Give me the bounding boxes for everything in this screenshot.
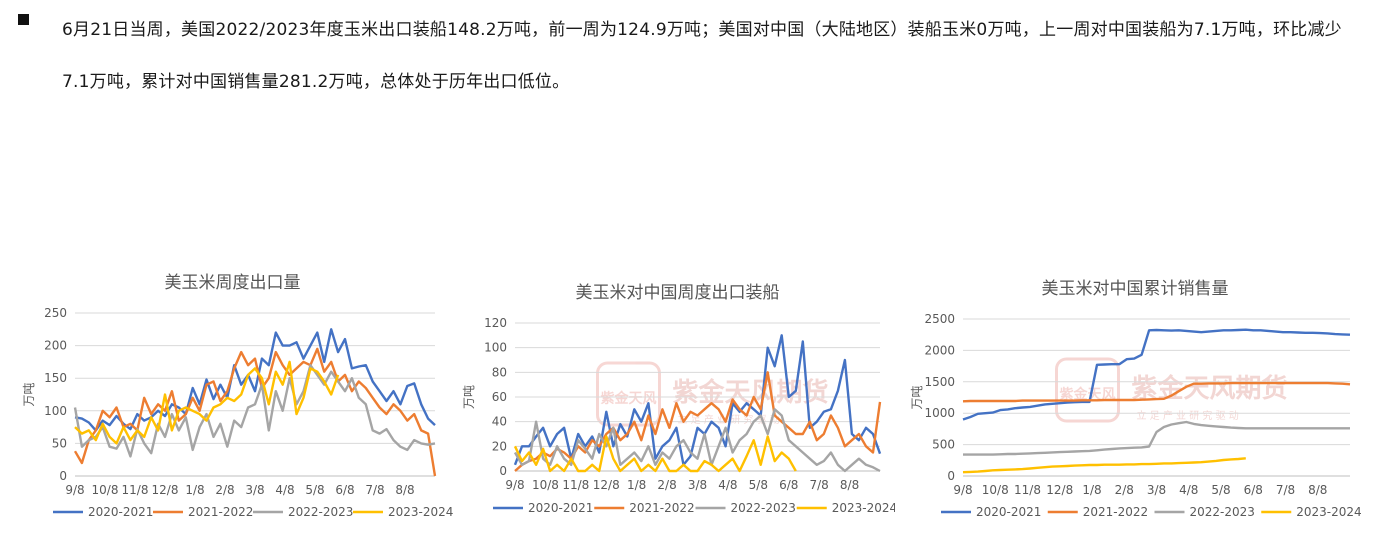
x-tick-label: 12/8 (593, 478, 620, 492)
y-tick-label: 1000 (924, 406, 955, 420)
legend-label: 2020-2021 (976, 505, 1041, 519)
y-tick-label: 500 (932, 438, 955, 452)
x-tick-label: 9/8 (505, 478, 524, 492)
chart-title: 美玉米对中国周度出口装船 (576, 283, 780, 303)
watermark-seal-text: 紫金天风 (1060, 386, 1116, 403)
y-tick-label: 50 (52, 436, 67, 450)
legend-label: 2022-2023 (731, 501, 796, 515)
series-line-2023-2024 (962, 457, 1246, 474)
y-tick-label: 120 (484, 316, 507, 330)
series-line-2020-2021 (74, 328, 436, 432)
x-tick-label: 11/8 (562, 478, 589, 492)
x-tick-label: 9/8 (65, 483, 84, 497)
series-line-2022-2023 (513, 408, 881, 473)
x-tick-label: 11/8 (1014, 483, 1041, 497)
y-tick-label: 20 (492, 439, 507, 453)
x-tick-label: 7/8 (1276, 483, 1295, 497)
y-tick-label: 2000 (924, 343, 955, 357)
series-line-2023-2024 (513, 435, 797, 473)
x-tick-label: 10/8 (982, 483, 1009, 497)
y-tick-label: 40 (492, 415, 507, 429)
x-tick-label: 6/8 (335, 483, 354, 497)
x-tick-label: 2/8 (657, 478, 676, 492)
series-line-2023-2024 (74, 360, 340, 445)
chart-weekly-exports: 美玉米周度出口量 0 50 100 150 200 250 万吨 9/8 10/8 11/8 12/8… (22, 273, 453, 519)
x-tick-label: 11/8 (122, 483, 149, 497)
x-tick-label: 1/8 (185, 483, 204, 497)
x-tick-label: 6/8 (1244, 483, 1263, 497)
y-tick-label: 0 (947, 469, 955, 483)
y-tick-label: 250 (44, 306, 67, 320)
legend-label: 2021-2022 (188, 505, 253, 519)
y-axis-label: 万吨 (462, 385, 476, 409)
x-tick-label: 7/8 (365, 483, 384, 497)
bullet-square (18, 14, 29, 25)
y-tick-label: 150 (44, 371, 67, 385)
watermark-seal-icon (1055, 357, 1120, 423)
x-tick-label: 12/8 (1046, 483, 1073, 497)
y-tick-label: 100 (44, 404, 67, 418)
x-tick-label: 6/8 (779, 478, 798, 492)
x-tick-label: 5/8 (305, 483, 324, 497)
x-tick-label: 10/8 (532, 478, 559, 492)
legend-label: 2021-2022 (629, 501, 694, 515)
x-tick-label: 7/8 (810, 478, 829, 492)
x-tick-label: 3/8 (245, 483, 264, 497)
x-tick-label: 3/8 (688, 478, 707, 492)
x-tick-label: 5/8 (1211, 483, 1230, 497)
chart-title: 美玉米周度出口量 (165, 273, 301, 293)
y-axis-label: 万吨 (22, 382, 36, 406)
y-axis-label: 万吨 (910, 385, 924, 409)
x-tick-label: 1/8 (627, 478, 646, 492)
x-tick-label: 9/8 (953, 483, 972, 497)
series-line-2020-2021 (962, 328, 1351, 421)
x-tick-label: 4/8 (718, 478, 737, 492)
x-tick-label: 8/8 (840, 478, 859, 492)
series-line-2022-2023 (963, 420, 1350, 456)
y-tick-label: 2500 (924, 312, 955, 326)
series-line-2022-2023 (73, 363, 436, 458)
legend-label: 2020-2021 (88, 505, 153, 519)
y-tick-label: 200 (44, 339, 67, 353)
x-tick-label: 2/8 (215, 483, 234, 497)
series-line-2021-2022 (73, 347, 437, 477)
summary-paragraph: 6月21日当周，美国2022/2023年度玉米出口装船148.2万吨，前一周为1… (62, 20, 1342, 92)
series-line-2020-2021 (513, 334, 882, 467)
legend-label: 2023-2024 (388, 505, 453, 519)
x-tick-label: 8/8 (395, 483, 414, 497)
legend-label: 2021-2022 (1083, 505, 1148, 519)
x-tick-label: 4/8 (275, 483, 294, 497)
x-tick-label: 5/8 (749, 478, 768, 492)
legend-label: 2023-2024 (1296, 505, 1361, 519)
x-tick-label: 10/8 (92, 483, 119, 497)
x-tick-label: 8/8 (1308, 483, 1327, 497)
y-tick-label: 1500 (924, 375, 955, 389)
series-line-2021-2022 (962, 381, 1351, 403)
x-tick-label: 12/8 (152, 483, 179, 497)
x-tick-label: 1/8 (1082, 483, 1101, 497)
y-tick-label: 80 (492, 365, 507, 379)
legend-label: 2022-2023 (288, 505, 353, 519)
x-tick-label: 4/8 (1179, 483, 1198, 497)
x-tick-label: 3/8 (1147, 483, 1166, 497)
watermark-seal-text: 紫金天风 (601, 390, 657, 407)
y-tick-label: 100 (484, 341, 507, 355)
watermark-slogan: 立 足 产 业 研 究 驱 动 (1137, 409, 1239, 422)
y-tick-label: 0 (59, 469, 67, 483)
legend-label: 2020-2021 (528, 501, 593, 515)
legend-label: 2022-2023 (1190, 505, 1255, 519)
legend-label: 2023-2024 (832, 501, 895, 515)
chart-title: 美玉米对中国累计销售量 (1042, 279, 1229, 299)
watermark-seal-icon (596, 361, 661, 427)
y-tick-label: 0 (499, 464, 507, 478)
y-tick-label: 60 (492, 390, 507, 404)
x-tick-label: 2/8 (1115, 483, 1134, 497)
